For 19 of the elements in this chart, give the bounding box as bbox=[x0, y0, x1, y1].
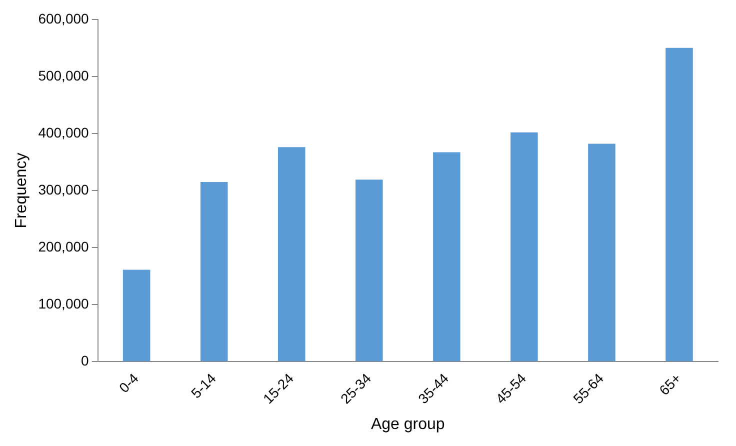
y-tick-label: 500,000 bbox=[38, 67, 90, 84]
y-axis-title: Frequency bbox=[13, 152, 30, 228]
y-tick-label: 400,000 bbox=[38, 124, 90, 140]
bar bbox=[588, 144, 616, 362]
x-tick-label: 65+ bbox=[656, 370, 684, 398]
x-tick-label: 0-4 bbox=[116, 370, 142, 396]
bar bbox=[200, 182, 228, 362]
bar bbox=[510, 132, 538, 362]
bar bbox=[278, 147, 306, 362]
bar bbox=[122, 270, 150, 362]
y-tick-label: 300,000 bbox=[38, 181, 90, 198]
y-tick-label: 100,000 bbox=[38, 295, 90, 312]
y-tick-label: 600,000 bbox=[38, 10, 90, 26]
bar bbox=[355, 180, 383, 362]
y-tick-label: 200,000 bbox=[38, 238, 90, 254]
bar bbox=[433, 152, 460, 362]
bar bbox=[666, 48, 693, 362]
y-tick-label: 0 bbox=[81, 352, 90, 368]
x-axis-title: Age group bbox=[370, 416, 445, 433]
